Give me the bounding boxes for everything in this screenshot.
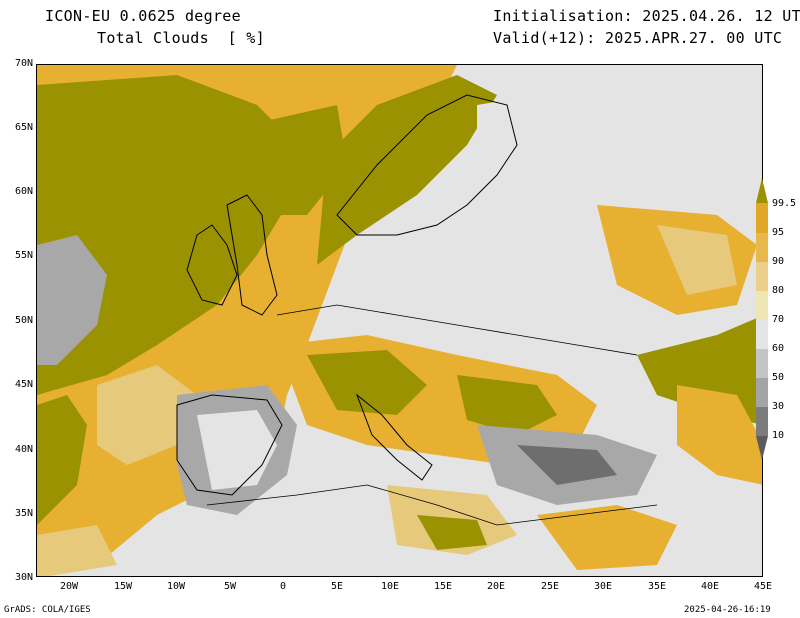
lat-tick: 70N — [14, 58, 33, 69]
colorbar-label: 50 — [772, 372, 785, 383]
colorbar — [756, 178, 768, 460]
colorbar-label: 70 — [772, 314, 785, 325]
lat-tick: 30N — [14, 572, 33, 583]
colorbar-label: 95 — [772, 227, 785, 238]
lon-tick: 15W — [113, 581, 133, 592]
colorbar-swatch — [756, 349, 768, 378]
colorbar-bottom-arrow — [756, 436, 768, 460]
colorbar-label: 99.5 — [772, 198, 797, 209]
lon-tick: 25E — [540, 581, 560, 592]
colorbar-swatch — [756, 203, 768, 233]
lon-tick: 45E — [753, 581, 773, 592]
lon-tick: 20W — [59, 581, 79, 592]
lon-tick: 5W — [223, 581, 237, 592]
title-model: ICON-EU 0.0625 degree — [45, 7, 241, 25]
title-variable: Total Clouds [ %] — [97, 29, 265, 47]
colorbar-label: 60 — [772, 343, 785, 354]
footer-timestamp: 2025-04-26-16:19 — [684, 605, 771, 615]
colorbar-swatch — [756, 378, 768, 407]
colorbar-swatch — [756, 291, 768, 320]
lon-tick: 5E — [330, 581, 344, 592]
title-valid-time: Valid(+12): 2025.APR.27. 00 UTC — [493, 29, 783, 47]
lat-tick: 50N — [14, 315, 33, 326]
cloud-field — [37, 65, 762, 576]
colorbar-swatch — [756, 262, 768, 291]
lat-tick: 60N — [14, 186, 33, 197]
colorbar-swatch — [756, 320, 768, 349]
lat-tick: 35N — [14, 508, 33, 519]
cloud-map — [36, 64, 763, 577]
lon-tick: 15E — [433, 581, 453, 592]
lat-tick: 65N — [14, 122, 33, 133]
lon-tick: 35E — [647, 581, 667, 592]
colorbar-label: 80 — [772, 285, 785, 296]
lon-tick: 0 — [279, 581, 287, 592]
lon-tick: 20E — [486, 581, 506, 592]
lon-tick: 30E — [593, 581, 613, 592]
footer-credit: GrADS: COLA/IGES — [4, 605, 91, 615]
lat-tick: 55N — [14, 250, 33, 261]
title-initialisation: Initialisation: 2025.04.26. 12 UTC — [493, 7, 800, 25]
lat-tick: 45N — [14, 379, 33, 390]
colorbar-label: 10 — [772, 430, 785, 441]
lon-tick: 40E — [700, 581, 720, 592]
colorbar-top-arrow — [756, 178, 768, 203]
lat-tick: 40N — [14, 444, 33, 455]
lon-tick: 10E — [380, 581, 400, 592]
colorbar-label: 30 — [772, 401, 785, 412]
colorbar-label: 90 — [772, 256, 785, 267]
colorbar-swatch — [756, 407, 768, 436]
colorbar-swatch — [756, 233, 768, 262]
lon-tick: 10W — [166, 581, 186, 592]
